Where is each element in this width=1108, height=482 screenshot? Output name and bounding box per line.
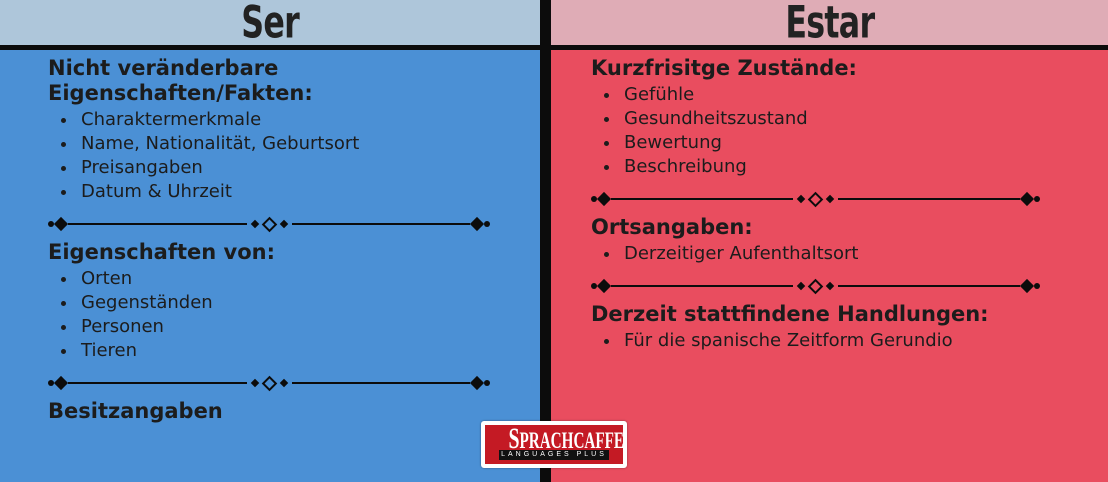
divider-diamond [53,375,69,391]
divider-dot [484,221,490,227]
ser-title: Ser [241,0,299,49]
divider-dot [48,221,54,227]
divider-line [838,198,1020,200]
column-estar: Estar Kurzfrisitge Zustände: Gefühle Ges… [551,0,1108,482]
list-item: Personen [78,315,490,339]
sprachcaffe-logo: SPRACHCAFFE LANGUAGES PLUS [481,421,627,468]
divider-small-diamond [279,219,288,229]
divider-small-diamond [796,194,806,204]
column-ser: Ser Nicht veränderbare Eigenschaften/Fak… [0,0,540,482]
estar-section-heading-location: Ortsangaben: [591,215,753,239]
estar-body: Kurzfrisitge Zustände: Gefühle Gesundhei… [551,50,1108,482]
divider-dot [1034,196,1040,202]
estar-actions-list: Für die spanische Zeitform Gerundio [591,329,1040,353]
divider-small-diamond [279,378,288,388]
estar-location-list: Derzeitiger Aufenthaltsort [591,242,1040,266]
divider-diamond [1019,278,1035,294]
divider-diamond [469,375,485,391]
list-item: Gesundheitszustand [621,107,1040,131]
divider-dot [591,196,597,202]
divider-dot [484,380,490,386]
divider-diamond [596,278,612,294]
list-item: Gefühle [621,83,1040,107]
divider-small-diamond [796,281,806,291]
divider-line [838,285,1020,287]
estar-section-heading-actions: Derzeit stattfindene Handlungen: [591,302,989,326]
list-item: Preisangaben [78,156,490,180]
list-item: Beschreibung [621,155,1040,179]
list-item: Derzeitiger Aufenthaltsort [621,242,1040,266]
divider-line [611,198,793,200]
list-item: Tieren [78,339,490,363]
estar-section-heading-states: Kurzfrisitge Zustände: [591,56,857,80]
divider-line [611,285,793,287]
section-divider [48,375,490,391]
estar-title: Estar [784,0,875,49]
list-item: Name, Nationalität, Geburtsort [78,132,490,156]
section-divider [591,191,1040,207]
ser-header: Ser [0,0,540,50]
list-item: Charaktermerkmale [78,108,490,132]
divider-small-diamond [825,281,835,291]
ser-section-heading-properties: Eigenschaften von: [48,240,275,264]
divider-line [68,223,247,225]
divider-diamond [596,191,612,207]
divider-dot [591,283,597,289]
list-item: Bewertung [621,131,1040,155]
divider-hollow-diamond [807,278,824,294]
divider-hollow-diamond [261,375,277,391]
divider-small-diamond [825,194,835,204]
ser-section-heading-facts: Nicht veränderbare Eigenschaften/Fakten: [48,56,313,105]
estar-states-list: Gefühle Gesundheitszustand Bewertung Bes… [591,83,1040,179]
ser-body: Nicht veränderbare Eigenschaften/Fakten:… [0,50,540,482]
divider-diamond [53,216,69,232]
divider-line [68,382,247,384]
list-item: Für die spanische Zeitform Gerundio [621,329,1040,353]
column-divider [540,0,551,482]
divider-diamond [469,216,485,232]
divider-small-diamond [250,378,259,388]
logo-tagline: LANGUAGES PLUS [499,450,609,460]
divider-hollow-diamond [261,216,277,232]
logo-wordmark: SPRACHCAFFE [508,422,625,455]
divider-dot [1034,283,1040,289]
section-divider [48,216,490,232]
list-item: Datum & Uhrzeit [78,180,490,204]
divider-dot [48,380,54,386]
divider-small-diamond [250,219,259,229]
divider-line [291,223,470,225]
ser-properties-list: Orten Gegenständen Personen Tieren [48,267,490,363]
divider-line [291,382,470,384]
divider-hollow-diamond [807,191,824,207]
estar-header: Estar [551,0,1108,50]
divider-diamond [1019,191,1035,207]
section-divider [591,278,1040,294]
ser-facts-list: Charaktermerkmale Name, Nationalität, Ge… [48,108,490,204]
list-item: Orten [78,267,490,291]
list-item: Gegenständen [78,291,490,315]
ser-section-heading-possession: Besitzangaben [48,399,223,423]
